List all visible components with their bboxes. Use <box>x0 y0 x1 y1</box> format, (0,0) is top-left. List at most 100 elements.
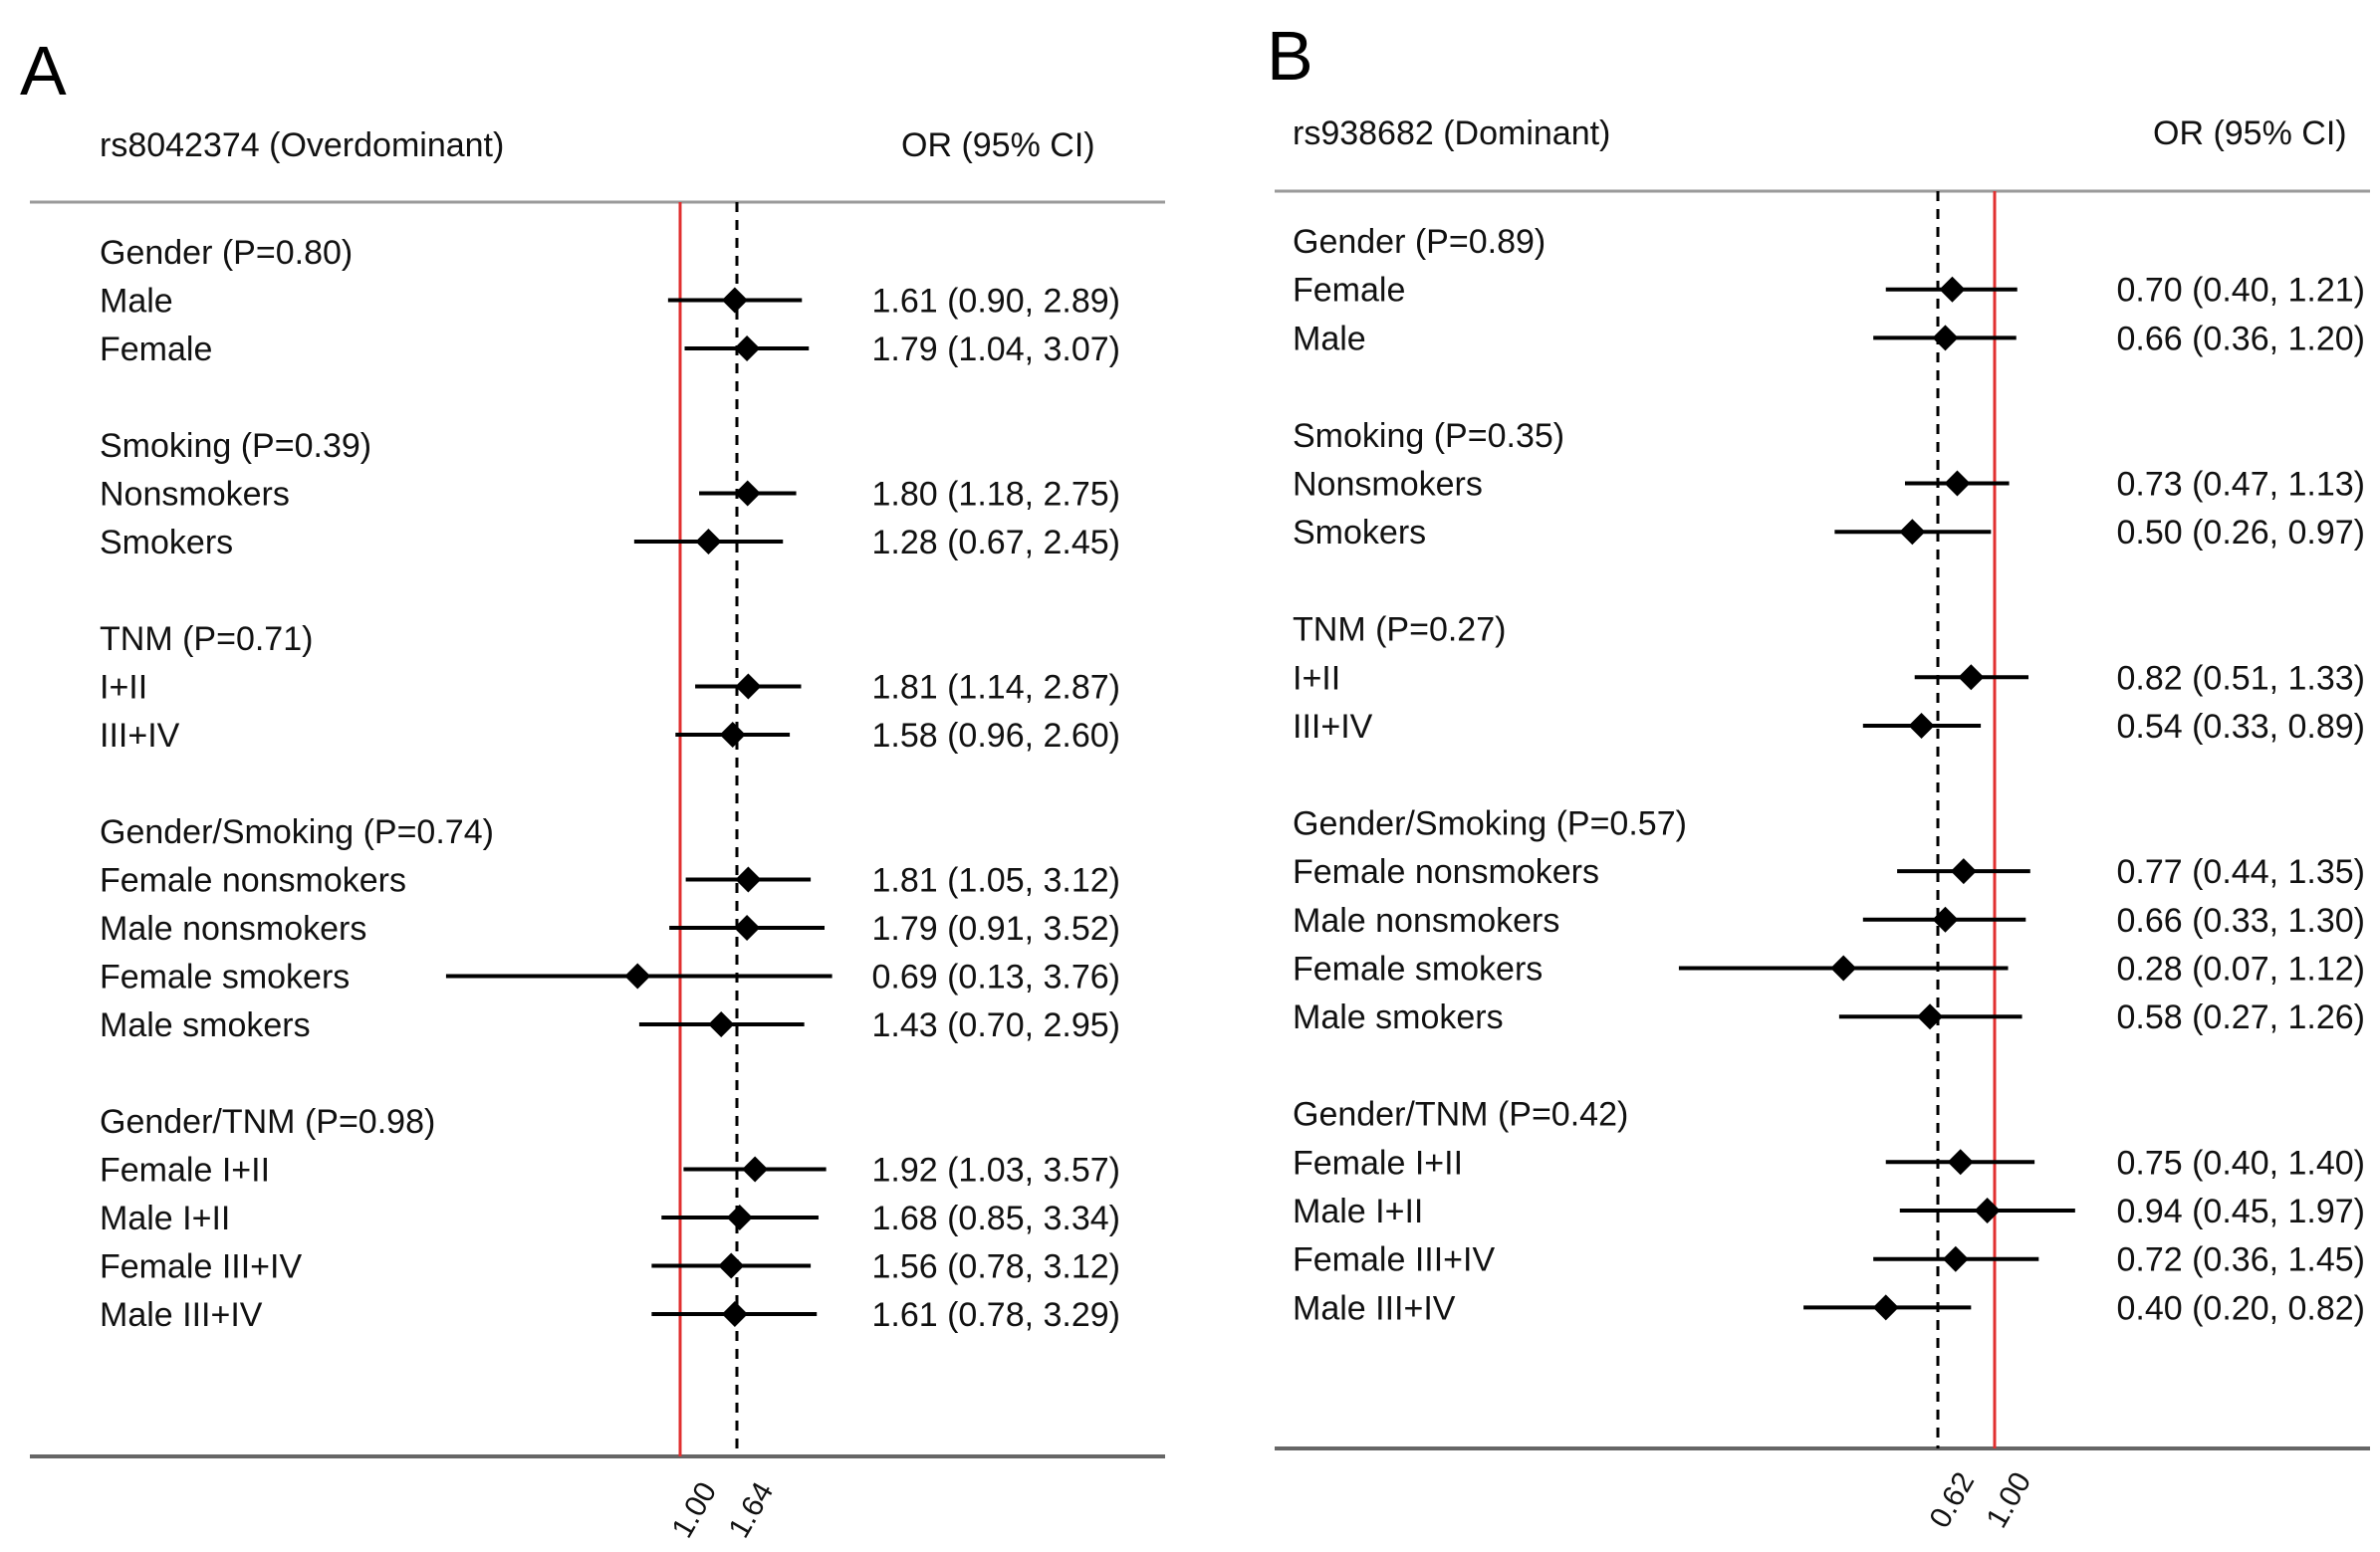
panel-a-or-marker <box>734 480 761 507</box>
panel-a-or-marker <box>708 1011 735 1037</box>
panel-a-row-value: 1.43 (0.70, 2.95) <box>871 1006 1120 1044</box>
panel-a-row-label: Nonsmokers <box>100 476 290 514</box>
panel-b-row-value: 0.70 (0.40, 1.21) <box>2116 272 2365 310</box>
panel-a-row-label: III+IV <box>100 717 180 755</box>
panel-a-tick-label: 1.64 <box>722 1476 780 1543</box>
panel-b-row-label: I+II <box>1293 659 1340 697</box>
panel-b-row-label: III+IV <box>1293 708 1373 746</box>
panel-b-or-marker <box>1872 1294 1899 1321</box>
panel-b-group-label: Gender (P=0.89) <box>1293 223 1546 261</box>
panel-b-or-marker <box>1974 1198 2001 1223</box>
panel-b-row-label: Female smokers <box>1293 951 1543 989</box>
panel-b-or-marker <box>1932 906 1959 933</box>
panel-b-row-label: Nonsmokers <box>1293 466 1483 504</box>
panel-a-letter: A <box>20 32 67 110</box>
panel-b-row-label: Female III+IV <box>1293 1241 1495 1279</box>
panel-b-tick-label: 0.62 <box>1923 1466 1981 1533</box>
panel-b-or-marker <box>1947 1149 1974 1176</box>
panel-b-row-label: Female nonsmokers <box>1293 853 1599 891</box>
panel-b-row-value: 0.66 (0.33, 1.30) <box>2116 902 2365 940</box>
panel-a-or-marker <box>719 722 746 748</box>
panel-a-row-label: Male I+II <box>100 1200 230 1237</box>
panel-b-group-label: Gender/TNM (P=0.42) <box>1293 1096 1628 1134</box>
panel-a-row-value: 1.28 (0.67, 2.45) <box>871 524 1120 561</box>
panel-b-row-value: 0.40 (0.20, 0.82) <box>2116 1289 2365 1327</box>
panel-a-row-label: Male smokers <box>100 1006 311 1044</box>
panel-a-row-label: Male nonsmokers <box>100 910 366 948</box>
panel-b-row-value: 0.28 (0.07, 1.12) <box>2116 951 2365 989</box>
panel-a-title: rs8042374 (Overdominant) <box>100 126 504 164</box>
panel-b-row-label: Male III+IV <box>1293 1289 1456 1327</box>
panel-b-row-label: Female I+II <box>1293 1144 1463 1182</box>
panel-a-group-label: Gender/Smoking (P=0.74) <box>100 813 494 851</box>
panel-a-row-label: Female <box>100 331 212 368</box>
panel-b-row-label: Male I+II <box>1293 1193 1423 1230</box>
panel-b-or-marker <box>1917 1003 1944 1030</box>
panel-b-row-value: 0.82 (0.51, 1.33) <box>2116 659 2365 697</box>
panel-b-row-label: Male <box>1293 320 1366 357</box>
panel-a-or-marker <box>624 963 651 990</box>
panel-a-or-marker <box>721 1301 748 1327</box>
panel-a-or-marker <box>718 1252 745 1279</box>
panel-b-row-value: 0.77 (0.44, 1.35) <box>2116 853 2365 891</box>
panel-b-group-label: Smoking (P=0.35) <box>1293 417 1564 455</box>
panel-b-row-value: 0.72 (0.36, 1.45) <box>2116 1241 2365 1279</box>
panel-a-or-marker <box>695 529 722 554</box>
panel-a-row-value: 1.58 (0.96, 2.60) <box>871 717 1120 755</box>
panel-a-row-value: 1.81 (1.14, 2.87) <box>871 669 1120 707</box>
panel-b-row-value: 0.66 (0.36, 1.20) <box>2116 320 2365 357</box>
panel-b-value-header: OR (95% CI) <box>2153 114 2347 152</box>
panel-a-row-label: Male III+IV <box>100 1296 263 1334</box>
panel-b-group-label: TNM (P=0.27) <box>1293 611 1506 649</box>
panel-a-or-marker <box>721 287 748 314</box>
panel-a-row-label: Female nonsmokers <box>100 862 406 900</box>
panel-b-row-value: 0.75 (0.40, 1.40) <box>2116 1144 2365 1182</box>
panel-a-row-value: 1.61 (0.78, 3.29) <box>871 1296 1120 1334</box>
panel-a-group-label: Gender/TNM (P=0.98) <box>100 1103 435 1141</box>
panel-a-row-label: Male <box>100 283 173 321</box>
panel-a-row-label: Female III+IV <box>100 1248 302 1286</box>
panel-b-letter: B <box>1267 17 1313 95</box>
panel-b-or-marker <box>1830 955 1857 982</box>
panel-b-row-label: Smokers <box>1293 514 1426 552</box>
panel-a-row-value: 1.61 (0.90, 2.89) <box>871 283 1120 321</box>
panel-a-or-marker <box>734 915 761 941</box>
panel-b-row-label: Male nonsmokers <box>1293 902 1559 940</box>
panel-b-row-value: 0.50 (0.26, 0.97) <box>2116 514 2365 552</box>
panel-a-or-marker <box>742 1156 769 1183</box>
panel-b-or-marker <box>1908 713 1935 739</box>
panel-b-or-marker <box>1899 519 1926 546</box>
panel-a-group-label: TNM (P=0.71) <box>100 620 313 658</box>
panel-a-tick-label: 1.00 <box>665 1476 723 1543</box>
panel-b-or-marker <box>1958 664 1985 691</box>
panel-a-row-label: Smokers <box>100 524 233 561</box>
panel-a-row-label: I+II <box>100 669 147 707</box>
panel-a-row-value: 1.68 (0.85, 3.34) <box>871 1200 1120 1237</box>
panel-a-group-label: Smoking (P=0.39) <box>100 427 371 465</box>
panel-b-title: rs938682 (Dominant) <box>1293 114 1610 152</box>
panel-b-row-label: Male smokers <box>1293 998 1504 1036</box>
panel-b-or-marker <box>1932 325 1959 351</box>
panel-a-row-value: 1.92 (1.03, 3.57) <box>871 1152 1120 1190</box>
panel-b-row-value: 0.73 (0.47, 1.13) <box>2116 466 2365 504</box>
panel-a-row-value: 0.69 (0.13, 3.76) <box>871 959 1120 997</box>
panel-a-or-marker <box>734 335 761 361</box>
panel-a-row-label: Female smokers <box>100 959 350 997</box>
panel-b-or-marker <box>1939 276 1966 303</box>
panel-b-row-value: 0.58 (0.27, 1.26) <box>2116 998 2365 1036</box>
panel-b-tick-label: 1.00 <box>1980 1466 2037 1533</box>
panel-b-or-marker <box>1950 858 1977 885</box>
panel-a-row-value: 1.79 (0.91, 3.52) <box>871 910 1120 948</box>
panel-a-row-value: 1.79 (1.04, 3.07) <box>871 331 1120 368</box>
panel-b-row-value: 0.94 (0.45, 1.97) <box>2116 1193 2365 1230</box>
panel-a-or-marker <box>726 1205 753 1230</box>
panel-b-group-label: Gender/Smoking (P=0.57) <box>1293 804 1687 842</box>
panel-b-or-marker <box>1944 470 1971 497</box>
panel-a-row-value: 1.80 (1.18, 2.75) <box>871 476 1120 514</box>
panel-a-group-label: Gender (P=0.80) <box>100 234 353 272</box>
panel-a-row-value: 1.81 (1.05, 3.12) <box>871 862 1120 900</box>
panel-a-or-marker <box>735 866 762 893</box>
panel-b-or-marker <box>1942 1245 1969 1272</box>
panel-b-row-value: 0.54 (0.33, 0.89) <box>2116 708 2365 746</box>
